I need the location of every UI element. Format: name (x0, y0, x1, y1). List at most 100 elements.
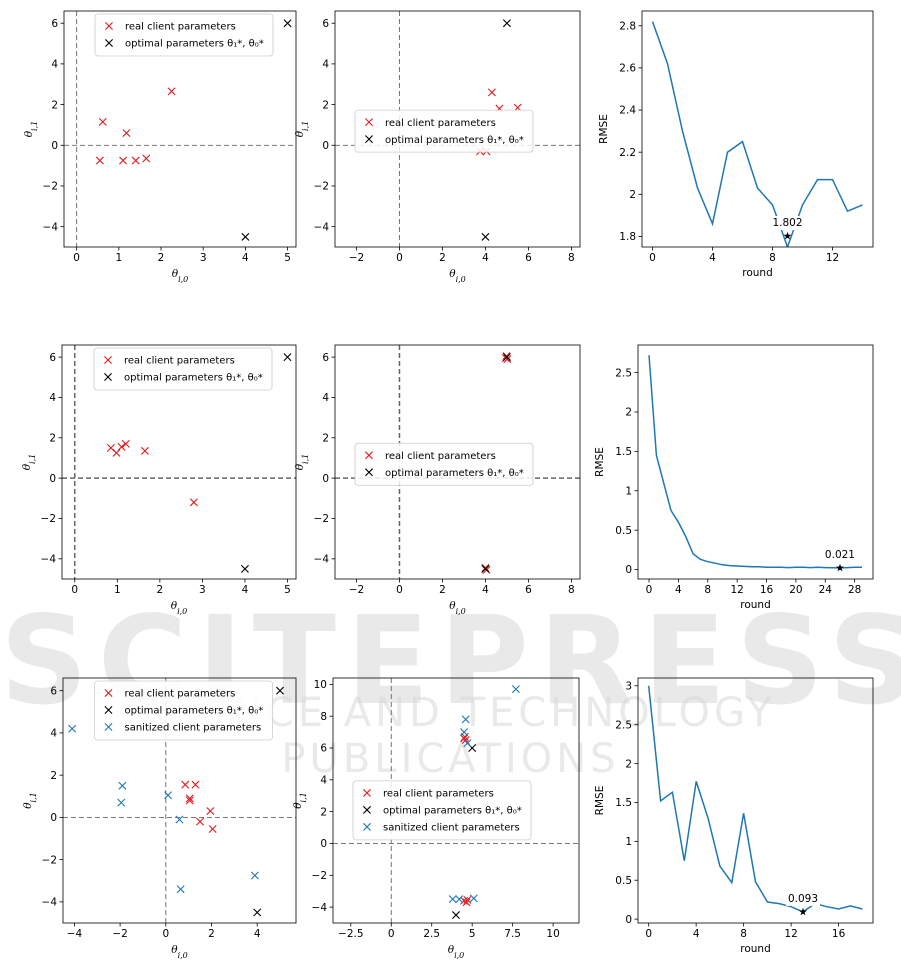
y-tick-label: 0 (320, 838, 327, 850)
minimum-marker (799, 907, 807, 916)
legend-label: real client parameters (385, 451, 496, 462)
scatter-point (452, 911, 460, 920)
scatter-point (104, 706, 113, 714)
scatter-point (104, 356, 112, 364)
scatter-point (460, 732, 469, 741)
axes-frame (641, 10, 874, 248)
x-axis-label: round (742, 267, 773, 279)
y-tick-label: 6 (49, 352, 56, 364)
x-tick-label: 7.5 (504, 928, 521, 940)
series-line (648, 355, 863, 569)
data-layer (448, 685, 520, 920)
x-tick-label: 5 (284, 584, 291, 596)
minimum-label: 1.802 (772, 217, 802, 229)
y-tick-label: 2 (625, 407, 632, 419)
scatter-point (104, 373, 112, 381)
y-tick-label: −4 (314, 221, 330, 233)
x-tick-label: 4 (693, 928, 700, 940)
x-tick-label: 4 (242, 584, 249, 596)
scatter-point (276, 686, 284, 695)
x-tick-label: 2 (157, 584, 164, 596)
x-tick-label: 4 (709, 252, 716, 264)
scatter-point (185, 794, 194, 803)
x-tick-label: 0 (396, 252, 403, 264)
y-tick-label: 0 (50, 812, 57, 824)
y-axis-label: RMSE (598, 114, 610, 144)
x-axis-label: round (740, 599, 771, 611)
scatter-point (365, 135, 373, 144)
legend: real client parameters optimal parameters… (94, 680, 273, 741)
y-tick-label: −2 (312, 870, 327, 882)
minimum-marker (836, 563, 844, 572)
y-axis-label: θi,1 (294, 121, 310, 138)
x-tick-label: 0 (646, 584, 653, 596)
x-tick-label: 8 (769, 252, 776, 264)
x-tick-label: 8 (740, 928, 747, 940)
y-tick-label: 0 (625, 564, 632, 576)
scatter-point (241, 232, 250, 241)
scatter-point (283, 19, 292, 28)
scatter-point (365, 451, 373, 460)
y-tick-label: 2 (320, 806, 327, 818)
x-tick-label: 28 (848, 584, 861, 596)
x-tick-label: 4 (242, 252, 249, 264)
scatter-point (365, 118, 373, 127)
scatter-point (461, 715, 470, 724)
x-tick-label: −2.5 (338, 928, 364, 940)
legend-label: real client parameters (125, 22, 236, 33)
y-tick-label: 0 (625, 914, 632, 926)
legend: real client parameters optimal parameters… (354, 442, 534, 486)
scatter-point (240, 564, 249, 573)
scatter-point (503, 355, 512, 364)
legend: real client parameters optimal parameters… (352, 780, 532, 841)
scatter-point (463, 739, 472, 748)
x-tick-label: 0 (73, 252, 80, 264)
x-tick-label: 0 (162, 928, 169, 940)
y-tick-label: 0 (49, 473, 56, 485)
x-tick-label: 4 (482, 584, 489, 596)
y-tick-label: −4 (314, 554, 330, 566)
x-tick-label: 2 (439, 252, 446, 264)
scatter-point (142, 154, 151, 163)
chart-panel-3: 0 4 8 12 1.8 2 2.2 2.4 2.6 2.8 round RMSE 1.802 (598, 10, 874, 279)
x-tick-label: 6 (525, 584, 532, 596)
x-tick-label: 4 (675, 584, 682, 596)
axes-frame (61, 344, 297, 580)
scatter-point (363, 805, 371, 814)
minimum-label-background (770, 216, 805, 231)
y-tick-label: 2 (49, 432, 56, 444)
y-tick-label: −4 (312, 902, 328, 914)
legend-box (94, 13, 274, 57)
axes-frame (332, 677, 580, 924)
scatter-point (487, 88, 496, 97)
x-axis-label: round (740, 943, 771, 955)
legend: real client parameters optimal parameters… (93, 347, 273, 391)
y-axis-label: θi,1 (22, 792, 38, 809)
y-axis-label: θi,1 (294, 454, 310, 471)
x-tick-label: 2 (208, 928, 215, 940)
chart-panel-7: −4 −2 0 2 4 −4 −2 0 2 4 6 θi,0 θi,1 real client param… (22, 677, 297, 960)
data-layer (106, 353, 292, 573)
scatter-point (112, 448, 121, 457)
y-tick-label: 0.5 (615, 525, 632, 537)
x-axis-label: θi,0 (449, 268, 466, 284)
scatter-point (104, 723, 113, 731)
scatter-point (196, 817, 205, 826)
y-tick-label: 4 (50, 728, 57, 740)
x-axis-label: θi,0 (172, 268, 189, 284)
legend: real client parameters optimal parameters… (354, 109, 534, 153)
y-tick-label: 4 (322, 392, 329, 404)
scatter-point (481, 564, 490, 573)
y-tick-label: 2 (322, 99, 329, 111)
y-axis-label: θi,1 (292, 792, 308, 809)
x-tick-label: 2 (158, 252, 165, 264)
chart-panel-5: −2 0 2 4 6 8 −4 −2 0 2 4 6 θi,0 θi,1 real client param… (294, 344, 581, 616)
y-tick-label: 2.6 (619, 63, 636, 75)
data-layer (95, 19, 292, 241)
x-axis-label: θi,0 (449, 600, 466, 616)
scatter-point (253, 908, 262, 917)
y-tick-label: 4 (320, 775, 327, 787)
x-tick-label: 3 (200, 252, 207, 264)
y-tick-label: −2 (43, 181, 58, 193)
x-tick-label: −2 (349, 584, 364, 596)
